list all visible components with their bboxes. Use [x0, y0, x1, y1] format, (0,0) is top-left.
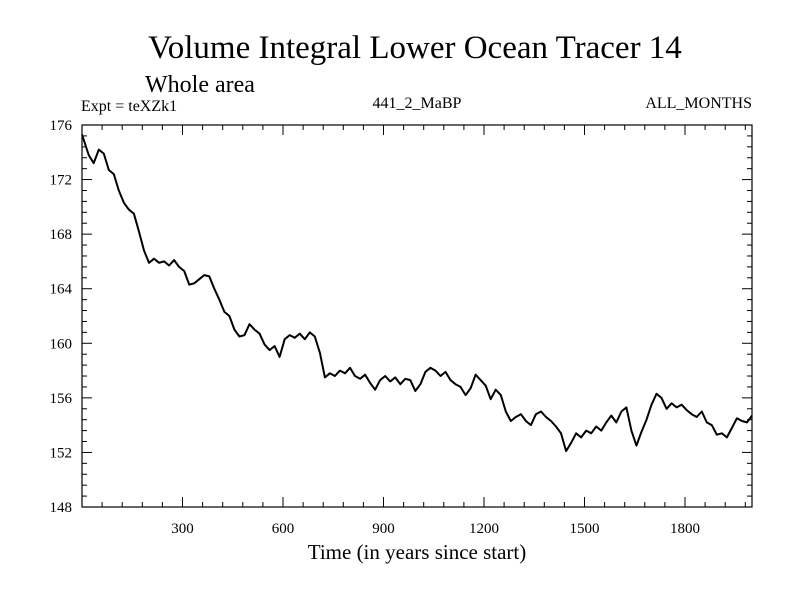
y-tick-label: 164: [50, 282, 73, 298]
experiment-id-label: 441_2_MaBP: [373, 95, 462, 112]
x-axis-label: Time (in years since start): [308, 540, 527, 564]
plot-frame: [81, 124, 753, 508]
y-tick-label: 168: [50, 227, 73, 243]
x-tick-label: 900: [372, 521, 395, 537]
y-tick-label: 176: [50, 118, 73, 134]
months-label: ALL_MONTHS: [645, 95, 752, 112]
axis-tick-labels: 300 600 900 1200 1500 1800 148 152 156 160 164 168 1…: [50, 118, 701, 537]
y-tick-label: 172: [50, 173, 73, 189]
axis-ticks: [82, 125, 752, 507]
experiment-label: Expt = teXZk1: [81, 98, 177, 115]
x-tick-label: 1500: [570, 521, 600, 537]
y-tick-label: 156: [50, 391, 73, 407]
chart-title: Volume Integral Lower Ocean Tracer 14: [148, 30, 682, 66]
x-tick-label: 1200: [469, 521, 499, 537]
y-tick-label: 152: [50, 445, 73, 461]
y-tick-label: 148: [50, 500, 73, 516]
y-tick-label: 160: [50, 336, 73, 352]
x-tick-label: 600: [272, 521, 295, 537]
series-line: [81, 134, 753, 453]
chart-subtitle: Whole area: [145, 72, 255, 98]
x-tick-label: 1800: [670, 521, 700, 537]
x-tick-label: 300: [171, 521, 194, 537]
